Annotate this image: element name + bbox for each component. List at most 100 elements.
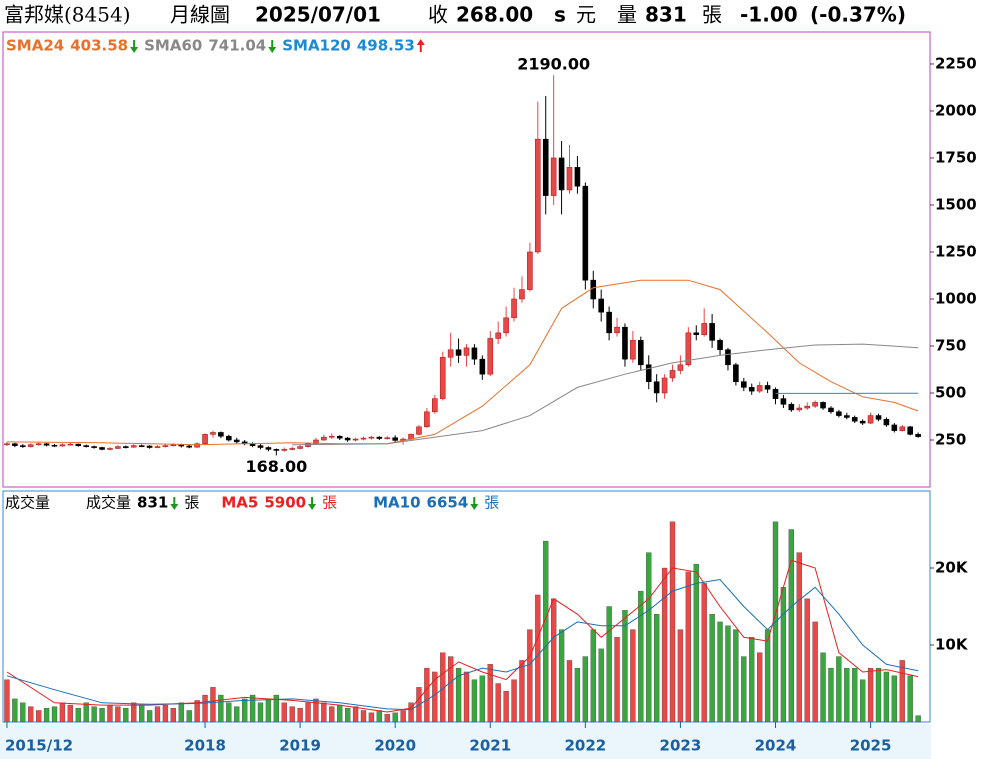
y-tick-label: 1250 (935, 242, 977, 260)
legend-name: SMA60 (144, 37, 202, 55)
volume-bar (883, 671, 890, 723)
header: 富邦媒(8454) 月線圖 2025/07/01 收 268.00 s 元 量 … (4, 3, 906, 27)
volume-bar (717, 621, 723, 723)
volume-bar (661, 567, 668, 723)
volume-bar (558, 629, 565, 723)
y-tick-label: 1000 (935, 289, 977, 307)
volume-bar (519, 660, 525, 723)
candle-body (123, 446, 129, 448)
volume-bar (780, 587, 787, 723)
candle-body (542, 138, 549, 196)
volume-bar (503, 691, 509, 723)
volume-bar (788, 529, 794, 723)
x-tick-label: 2025 (850, 737, 892, 755)
candle-body (210, 432, 216, 435)
volume-bar (764, 629, 771, 723)
candle-body (43, 443, 50, 446)
volume-bar (836, 656, 842, 723)
candle-body (463, 347, 470, 356)
trend-arrow (416, 39, 425, 52)
volume-bar (139, 704, 145, 723)
candle-body (455, 349, 462, 356)
volume-bar (812, 621, 818, 723)
volume-bar (796, 552, 802, 723)
candle-body (653, 381, 660, 394)
volume-bar (400, 710, 406, 723)
volume-bar (741, 656, 747, 723)
volume-bar (574, 667, 581, 723)
volume-bar (313, 698, 319, 723)
volume-bar (36, 710, 42, 723)
candle-body (479, 358, 486, 375)
x-tick-label: 2020 (374, 737, 416, 755)
candle-body (748, 387, 755, 392)
volume-bar (368, 712, 375, 723)
ma-line (6, 578, 919, 711)
legend-name: MA10 (373, 494, 420, 512)
candle-body (669, 370, 676, 379)
annotation: 2190.00 (517, 55, 590, 74)
volume-bar (566, 660, 573, 723)
candle-body (717, 340, 723, 351)
volume-bar (543, 540, 549, 723)
legend-value: 6654 (427, 494, 469, 512)
legend-name: 成交量 (86, 494, 131, 512)
x-tick-label: 2023 (660, 737, 702, 755)
close: 268.00 (456, 3, 533, 27)
legend-unit: 張 (184, 494, 199, 512)
candle-body (574, 167, 581, 187)
legend-name: SMA120 (282, 37, 351, 55)
candle-body (772, 388, 779, 399)
candle-body (162, 445, 169, 447)
legend-unit: 張 (484, 494, 499, 512)
ma-line (292, 343, 919, 446)
volume-bar (907, 675, 913, 723)
volume: 831 (645, 3, 687, 27)
candle-body (447, 349, 454, 358)
candle-body (392, 437, 398, 441)
volume-bar (12, 698, 18, 723)
candle-body (329, 435, 335, 438)
volume-bar (28, 706, 34, 723)
legend-value: 498.53 (357, 37, 415, 55)
candle-body (804, 405, 810, 409)
x-tick-label: 2018 (184, 737, 226, 755)
volume-bar (844, 667, 850, 723)
volume-bar (685, 571, 691, 723)
legend-value: 5900 (264, 494, 306, 512)
volume-bar (535, 594, 541, 723)
close-flag: s (554, 3, 566, 27)
candle-body (27, 444, 34, 447)
candle-body (4, 443, 10, 446)
candle-body (305, 443, 311, 447)
volume-bar (440, 652, 446, 723)
change: -1.00 (740, 3, 798, 27)
candle-body (725, 349, 731, 366)
candle-body (661, 377, 668, 394)
volume-bar (725, 625, 731, 723)
volume-bar (693, 564, 699, 723)
volume-label: 量 (617, 3, 637, 27)
volume-bar (43, 707, 50, 723)
candle-body (622, 326, 628, 360)
volume-bar (875, 667, 882, 723)
volume-bar (281, 702, 287, 723)
candle-body (202, 434, 208, 445)
x-tick-label: 2015/12 (5, 737, 73, 755)
candle-body (645, 364, 652, 383)
volume-bar (479, 675, 485, 723)
volume-bar (590, 629, 596, 723)
candle-body (352, 438, 359, 441)
ma-line (6, 279, 919, 446)
volume-bar (408, 702, 414, 723)
candle-body (630, 340, 636, 360)
candle-body (788, 403, 795, 411)
candle-body (75, 443, 82, 446)
candle-body (51, 444, 58, 447)
ma-line (6, 559, 919, 713)
volume-bar (582, 656, 588, 723)
volume-bar (749, 637, 755, 723)
trend-arrow (130, 40, 139, 53)
candle-body (83, 445, 89, 447)
